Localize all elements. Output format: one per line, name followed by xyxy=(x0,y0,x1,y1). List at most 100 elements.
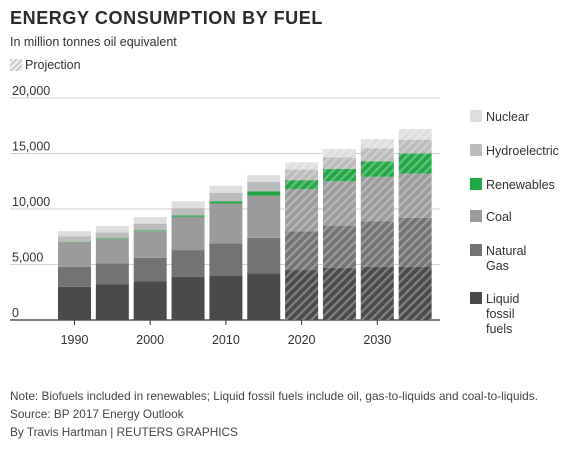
y-tick-label: 5,000 xyxy=(12,251,43,265)
bar-segment-liquid-fossil-fuels xyxy=(133,281,167,320)
bar-segment-natural-gas xyxy=(209,243,243,276)
bar-segment-natural-gas xyxy=(95,263,129,285)
bar-segment-liquid-fossil-fuels xyxy=(247,273,281,320)
bar-segment-nuclear xyxy=(58,231,91,237)
legend-label-line: Liquid xyxy=(486,292,519,306)
x-tick-label: 1990 xyxy=(61,333,89,347)
legend-label: Natural Gas xyxy=(486,244,526,273)
bar-segment-renewables xyxy=(95,238,129,239)
projection-hatch xyxy=(322,181,356,226)
y-tick-label: 20,000 xyxy=(12,84,50,98)
bar-segment-renewables xyxy=(247,191,281,196)
projection-hatch xyxy=(285,231,319,271)
y-tick-label: 10,000 xyxy=(12,195,50,209)
bar-segment-natural-gas xyxy=(247,237,281,274)
projection-hatch xyxy=(398,129,432,140)
bar-segment-hydroelectric xyxy=(58,236,91,242)
legend-swatch xyxy=(470,144,482,156)
projection-key: Projection xyxy=(10,58,81,72)
bar-segment-liquid-fossil-fuels xyxy=(58,286,91,320)
legend-label: Liquid fossil fuels xyxy=(486,292,519,336)
bar-segment-renewables xyxy=(58,241,91,243)
legend-label-line: Nuclear xyxy=(486,110,529,124)
bar-segment-hydroelectric xyxy=(95,232,129,239)
chart-subtitle: In million tonnes oil equivalent xyxy=(10,35,177,49)
projection-hatch xyxy=(398,153,432,174)
bar-segment-coal xyxy=(171,216,205,251)
bar-segment-coal xyxy=(247,195,281,238)
y-tick-label: 0 xyxy=(12,306,19,320)
bar-segment-nuclear xyxy=(133,217,167,224)
footer-source: Source: BP 2017 Energy Outlook xyxy=(10,407,184,421)
y-tick-label: 15,000 xyxy=(12,140,50,154)
projection-hatch xyxy=(285,180,319,190)
bar-segment-hydroelectric xyxy=(209,192,243,202)
legend-label: Hydroelectric xyxy=(486,144,559,158)
projection-hatch xyxy=(360,266,394,320)
projection-hatch xyxy=(322,169,356,182)
bar-segment-liquid-fossil-fuels xyxy=(95,284,129,320)
projection-hatch xyxy=(322,157,356,170)
legend-swatch xyxy=(470,292,482,304)
legend-swatch xyxy=(470,178,482,190)
bar-segment-coal xyxy=(95,238,129,264)
bars xyxy=(58,129,432,320)
projection-hatch xyxy=(322,225,356,268)
stacked-bar-chart: 0 5,000 10,000 15,000 20,000 1990 2000 2010 2020… xyxy=(10,84,559,347)
legend-label-line: Hydroelectric xyxy=(486,144,559,158)
legend-swatch xyxy=(470,110,482,122)
projection-hatch xyxy=(398,266,432,320)
bar-segment-natural-gas xyxy=(171,250,205,277)
bar-segment-liquid-fossil-fuels xyxy=(171,276,205,320)
legend-label-line: Coal xyxy=(486,210,512,224)
axes: 0 5,000 10,000 15,000 20,000 1990 2000 2010 2020… xyxy=(12,84,391,347)
legend-label: Coal xyxy=(486,210,512,224)
projection-hatch xyxy=(360,176,394,222)
projection-hatch xyxy=(360,161,394,177)
projection-hatch xyxy=(285,169,319,181)
bar-segment-renewables xyxy=(209,201,243,204)
footer-note: Note: Biofuels included in renewables; L… xyxy=(10,389,538,403)
projection-hatch xyxy=(398,173,432,218)
bar-segment-renewables xyxy=(171,215,205,217)
bar-segment-coal xyxy=(133,231,167,258)
projection-hatch xyxy=(322,149,356,158)
bar-segment-hydroelectric xyxy=(247,181,281,192)
bar-segment-coal xyxy=(58,242,91,267)
x-tick-label: 2010 xyxy=(212,333,240,347)
bar-segment-nuclear xyxy=(247,175,281,182)
bar-segment-nuclear xyxy=(171,201,205,209)
projection-hatch xyxy=(285,189,319,232)
projection-hatch xyxy=(360,148,394,162)
legend-label-line: Gas xyxy=(486,259,509,273)
projection-hatch xyxy=(285,270,319,320)
bar-segment-natural-gas xyxy=(58,266,91,287)
projection-hatch xyxy=(322,267,356,320)
x-tick-label: 2020 xyxy=(288,333,316,347)
legend-label-line: fossil xyxy=(486,307,514,321)
x-tick-label: 2030 xyxy=(363,333,391,347)
footer: Note: Biofuels included in renewables; L… xyxy=(10,387,538,441)
bar-segment-hydroelectric xyxy=(133,223,167,231)
projection-hatch xyxy=(360,139,394,149)
projection-hatch xyxy=(398,139,432,154)
bar-segment-liquid-fossil-fuels xyxy=(209,275,243,320)
projection-hatch xyxy=(285,162,319,170)
legend-label-line: Natural xyxy=(486,244,526,258)
legend-swatch xyxy=(470,244,482,256)
bar-segment-nuclear xyxy=(95,226,129,233)
projection-hatch xyxy=(360,221,394,267)
bar-segment-renewables xyxy=(133,230,167,232)
legend-label-line: fuels xyxy=(486,322,512,336)
projection-label: Projection xyxy=(25,58,81,72)
bar-segment-nuclear xyxy=(209,185,243,193)
chart-title: ENERGY CONSUMPTION BY FUEL xyxy=(10,8,323,28)
legend-label-line: Renewables xyxy=(486,178,555,192)
footer-credit: By Travis Hartman | REUTERS GRAPHICS xyxy=(10,425,238,439)
legend-label: Renewables xyxy=(486,178,555,192)
legend: Nuclear Hydroelectric Renewables Coal Natura… xyxy=(470,110,559,336)
bar-segment-natural-gas xyxy=(133,257,167,282)
projection-hatch xyxy=(398,217,432,267)
projection-hatch-swatch xyxy=(10,59,22,71)
bar-segment-coal xyxy=(209,203,243,244)
